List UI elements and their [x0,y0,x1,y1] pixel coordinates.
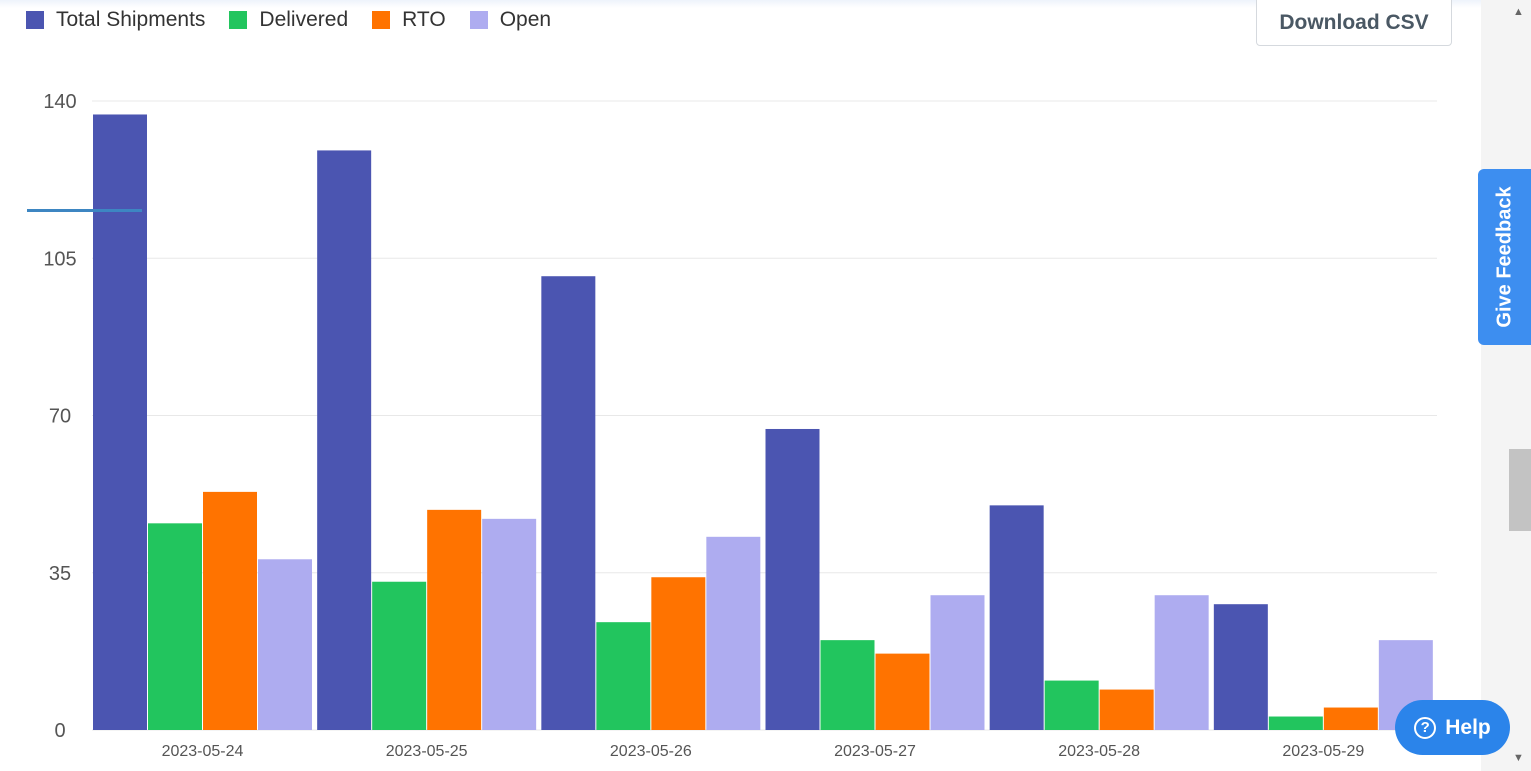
legend-label-open: Open [499,8,552,31]
overlay-line [27,209,142,212]
give-feedback-label: Give Feedback [1493,186,1515,328]
bar-chart: 0 35 70 105 140 2023-05-24 2023-05-25 2023-05-2… [43,91,1437,760]
y-tick-label: 105 [43,248,76,270]
scrollbar[interactable] [1481,0,1531,771]
bar-rto[interactable] [203,491,257,730]
legend-swatch-open [469,11,488,29]
bar-open[interactable] [930,595,985,730]
y-tick-label: 35 [49,563,71,585]
x-tick-label: 2023-05-24 [162,743,244,760]
bar-delivered[interactable] [1044,680,1099,730]
bar-open[interactable] [482,518,537,730]
bar-total-shipments[interactable] [93,114,147,730]
x-tick-label: 2023-05-27 [834,743,916,760]
scroll-up-arrow-icon[interactable]: ▲ [1513,6,1524,18]
x-tick-label: 2023-05-25 [386,743,468,760]
legend-label-rto: RTO [402,8,446,31]
help-button[interactable]: ? Help [1395,700,1510,755]
legend-label-delivered: Delivered [259,8,349,31]
bar-delivered[interactable] [372,581,427,730]
question-circle-icon: ? [1414,716,1437,739]
bar-rto[interactable] [651,577,706,730]
bar-open[interactable] [1154,595,1209,730]
bar-total-shipments[interactable] [541,276,596,730]
chart-legend: Total Shipments Delivered RTO Open [26,6,551,34]
y-tick-label: 70 [49,406,71,428]
bar-delivered[interactable] [596,622,651,730]
top-fade [0,0,1481,8]
bar-rto[interactable] [1099,689,1154,730]
legend-swatch-total [26,11,44,29]
scroll-down-arrow-icon[interactable]: ▼ [1513,752,1524,764]
x-tick-label: 2023-05-28 [1058,743,1140,760]
scrollbar-thumb[interactable] [1509,449,1531,531]
bar-rto[interactable] [1323,707,1378,730]
bar-rto[interactable] [875,653,930,730]
download-csv-button[interactable]: Download CSV [1256,0,1452,46]
bar-delivered[interactable] [820,640,875,730]
y-tick-label: 0 [54,720,65,742]
legend-swatch-delivered [229,11,248,29]
bar-delivered[interactable] [148,523,202,730]
legend-item-total[interactable]: Total Shipments [26,8,205,32]
bar-delivered[interactable] [1268,716,1323,730]
bar-open[interactable] [258,559,312,730]
help-label: Help [1445,715,1491,739]
legend-item-delivered[interactable]: Delivered [229,8,348,32]
bar-total-shipments[interactable] [317,150,372,730]
bar-total-shipments[interactable] [1213,604,1268,730]
bar-total-shipments[interactable] [765,428,820,730]
give-feedback-tab[interactable]: Give Feedback [1478,169,1531,345]
bar-total-shipments[interactable] [989,505,1044,730]
legend-label-total: Total Shipments [56,8,206,31]
x-tick-label: 2023-05-26 [610,743,692,760]
y-tick-label: 140 [43,91,76,113]
legend-item-open[interactable]: Open [469,8,552,32]
bar-open[interactable] [706,536,761,730]
x-tick-label: 2023-05-29 [1282,743,1364,760]
legend-swatch-rto [372,11,391,29]
legend-item-rto[interactable]: RTO [372,8,446,32]
bar-rto[interactable] [427,509,482,730]
